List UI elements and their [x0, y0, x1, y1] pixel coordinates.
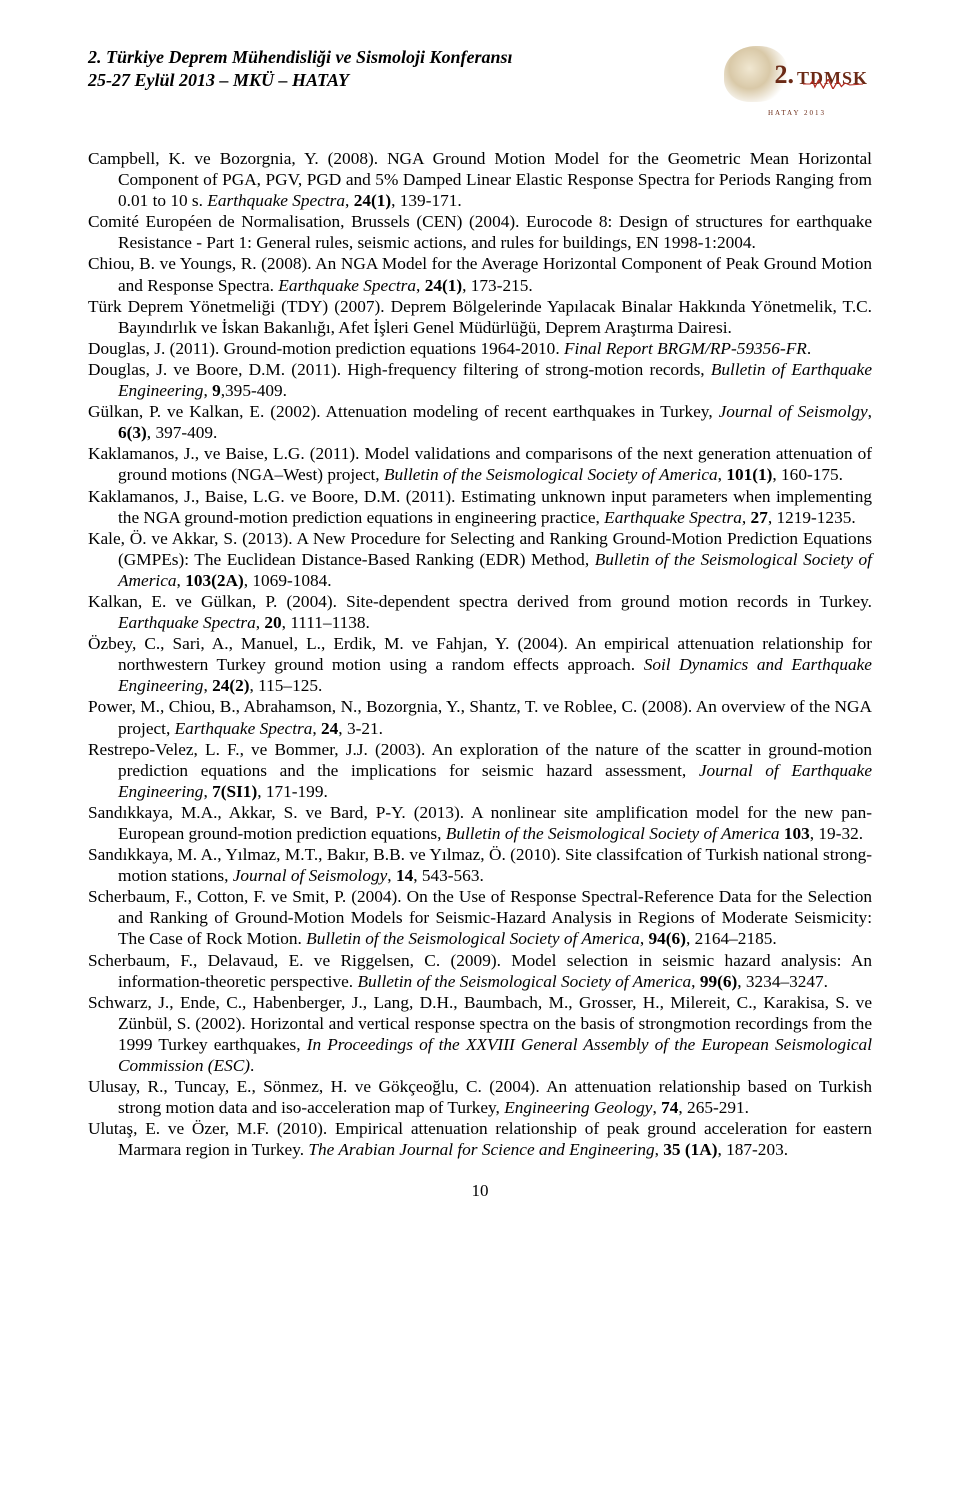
reference-entry: Sandıkkaya, M.A., Akkar, S. ve Bard, P-Y… — [88, 802, 872, 844]
logo-number: 2. — [775, 60, 795, 90]
logo-footer-2: HATAY 2013 — [722, 109, 872, 117]
reference-entry: Özbey, C., Sari, A., Manuel, L., Erdik, … — [88, 633, 872, 696]
reference-entry: Türk Deprem Yönetmeliği (TDY) (2007). De… — [88, 296, 872, 338]
reference-entry: Ulusay, R., Tuncay, E., Sönmez, H. ve Gö… — [88, 1076, 872, 1118]
reference-entry: Scherbaum, F., Delavaud, E. ve Riggelsen… — [88, 950, 872, 992]
reference-entry: Campbell, K. ve Bozorgnia, Y. (2008). NG… — [88, 148, 872, 211]
reference-entry: Douglas, J. ve Boore, D.M. (2011). High-… — [88, 359, 872, 401]
reference-entry: Scherbaum, F., Cotton, F. ve Smit, P. (2… — [88, 886, 872, 949]
conference-logo: 2. TDMSK HATAY 2013 — [722, 46, 872, 120]
header-line-2: 25-27 Eylül 2013 – MKÜ – HATAY — [88, 69, 513, 92]
reference-entry: Ulutaş, E. ve Özer, M.F. (2010). Empiric… — [88, 1118, 872, 1160]
reference-entry: Restrepo-Velez, L. F., ve Bommer, J.J. (… — [88, 739, 872, 802]
reference-entry: Comité Européen de Normalisation, Brusse… — [88, 211, 872, 253]
page-number: 10 — [88, 1181, 872, 1201]
reference-entry: Gülkan, P. ve Kalkan, E. (2002). Attenua… — [88, 401, 872, 443]
reference-entry: Sandıkkaya, M. A., Yılmaz, M.T., Bakır, … — [88, 844, 872, 886]
references-block: Campbell, K. ve Bozorgnia, Y. (2008). NG… — [88, 148, 872, 1161]
reference-entry: Kaklamanos, J., Baise, L.G. ve Boore, D.… — [88, 486, 872, 528]
reference-entry: Kalkan, E. ve Gülkan, P. (2004). Site-de… — [88, 591, 872, 633]
page: 2. Türkiye Deprem Mühendisliği ve Sismol… — [0, 0, 960, 1491]
page-header: 2. Türkiye Deprem Mühendisliği ve Sismol… — [88, 46, 872, 120]
reference-entry: Chiou, B. ve Youngs, R. (2008). An NGA M… — [88, 253, 872, 295]
reference-entry: Kaklamanos, J., ve Baise, L.G. (2011). M… — [88, 443, 872, 485]
reference-entry: Douglas, J. (2011). Ground-motion predic… — [88, 338, 872, 359]
logo-seismogram-icon — [803, 79, 863, 89]
reference-entry: Power, M., Chiou, B., Abrahamson, N., Bo… — [88, 696, 872, 738]
reference-entry: Schwarz, J., Ende, C., Habenberger, J., … — [88, 992, 872, 1076]
reference-entry: Kale, Ö. ve Akkar, S. (2013). A New Proc… — [88, 528, 872, 591]
header-title-block: 2. Türkiye Deprem Mühendisliği ve Sismol… — [88, 46, 513, 93]
header-line-1: 2. Türkiye Deprem Mühendisliği ve Sismol… — [88, 46, 513, 69]
